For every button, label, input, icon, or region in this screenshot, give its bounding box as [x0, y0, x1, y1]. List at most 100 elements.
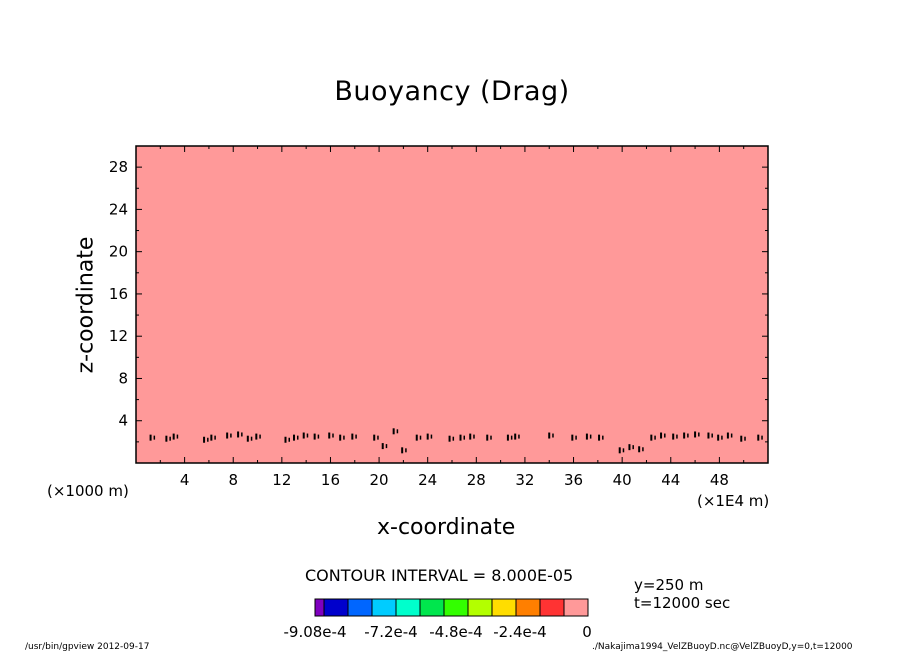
contour-spot — [664, 433, 666, 438]
contour-spot — [210, 434, 213, 441]
y-tick-label: 16 — [109, 285, 128, 303]
contour-spot — [469, 433, 472, 440]
contour-spot — [552, 433, 554, 438]
x-tick-label: 12 — [272, 471, 291, 489]
contour-spot — [401, 447, 404, 454]
contour-spot — [698, 432, 700, 437]
x-tick-label: 44 — [661, 471, 680, 489]
chart-title: Buoyancy (Drag) — [334, 76, 570, 107]
contour-interval-label: CONTOUR INTERVAL = 8.000E-05 — [305, 566, 574, 585]
contour-spot — [214, 435, 216, 440]
contour-spot — [575, 435, 577, 440]
contour-spot — [237, 431, 240, 438]
contour-spot — [548, 432, 551, 439]
contour-spot — [328, 432, 331, 439]
contour-spot — [518, 434, 520, 439]
contour-spot — [149, 434, 152, 441]
contour-spot — [622, 448, 625, 453]
contour-spot — [288, 437, 290, 442]
contour-spot — [381, 443, 384, 450]
contour-spot — [721, 435, 723, 440]
contour-spot — [490, 435, 492, 440]
contour-spot — [255, 433, 258, 440]
contour-spot — [230, 433, 232, 438]
contour-spot — [385, 444, 388, 449]
x-tick-label: 20 — [370, 471, 389, 489]
colorbar-swatch — [515, 598, 541, 617]
contour-spot — [740, 435, 743, 442]
contour-spot — [452, 436, 455, 441]
contour-spot — [317, 434, 320, 439]
contour-spot — [632, 445, 634, 450]
contour-spot — [405, 448, 407, 453]
contour-spot — [744, 436, 746, 441]
x-tick-label: 28 — [467, 471, 486, 489]
x-tick-label: 32 — [515, 471, 534, 489]
contour-spot — [687, 433, 689, 438]
contour-spot — [585, 433, 588, 440]
contour-spot — [415, 434, 418, 441]
shaded-field — [136, 146, 768, 463]
contour-spot — [486, 434, 489, 441]
contour-spot — [711, 433, 713, 438]
contour-spot — [343, 435, 345, 440]
contour-spot — [293, 434, 295, 441]
contour-spot — [730, 433, 733, 438]
contour-spot — [761, 435, 763, 440]
contour-spot — [250, 436, 253, 441]
contour-spot — [618, 447, 621, 454]
colorbar-swatch — [563, 598, 589, 617]
contour-spot — [672, 433, 675, 440]
contour-spot — [628, 444, 631, 451]
contour-spot — [246, 435, 249, 442]
colorbar-tick-label: 0 — [582, 623, 592, 641]
contour-spot — [757, 434, 760, 441]
x-tick-label: 8 — [228, 471, 238, 489]
x-tick-label: 4 — [180, 471, 190, 489]
colorbar-swatch — [395, 598, 421, 617]
contour-spot — [660, 432, 663, 439]
contour-spot — [392, 428, 395, 435]
contour-spot — [226, 432, 229, 439]
colorbar-tick-label: -7.2e-4 — [364, 623, 417, 641]
contour-spot — [707, 432, 710, 439]
contour-spot — [176, 434, 179, 439]
colorbar-swatch — [347, 598, 373, 617]
contour-spot — [510, 435, 513, 440]
contour-spot — [430, 434, 433, 439]
contour-spot — [676, 434, 678, 439]
y-axis-label: z-coordinate — [73, 236, 99, 374]
y-tick-label: 24 — [109, 200, 128, 218]
contour-spot — [203, 436, 206, 443]
footer-right-text: ./Nakajima1994_VelZBuoyD.nc@VelZBuoyD,y=… — [592, 642, 853, 652]
contour-spot — [313, 433, 316, 440]
info-y-text: y=250 m — [634, 576, 704, 594]
colorbar-swatch — [539, 598, 565, 617]
x-tick-label: 36 — [564, 471, 583, 489]
colorbar-tick-label: -9.08e-4 — [284, 623, 347, 641]
y-tick-label: 4 — [118, 412, 128, 430]
colorbar-tick-label: -4.8e-4 — [429, 623, 482, 641]
contour-spot — [259, 434, 261, 439]
contour-spot — [506, 434, 509, 441]
x-tick-label: 24 — [418, 471, 437, 489]
y-tick-label: 28 — [109, 158, 128, 176]
contour-spot — [355, 434, 357, 439]
contour-spot — [694, 431, 697, 438]
x-scale-note: (×1E4 m) — [697, 492, 770, 510]
colorbar-swatch — [491, 598, 517, 617]
contour-spot — [459, 434, 462, 441]
y-tick-label: 8 — [118, 369, 128, 387]
contour-spot — [396, 429, 399, 434]
colorbar-tick-label: -2.4e-4 — [493, 623, 546, 641]
contour-spot — [351, 433, 354, 440]
contour-spot — [717, 434, 720, 441]
contour-spot — [165, 435, 168, 442]
contour-spot — [473, 434, 475, 439]
contour-spot — [332, 433, 334, 438]
y-scale-note: (×1000 m) — [47, 482, 129, 500]
contour-spot — [426, 433, 429, 440]
colorbar-swatch — [314, 598, 325, 617]
